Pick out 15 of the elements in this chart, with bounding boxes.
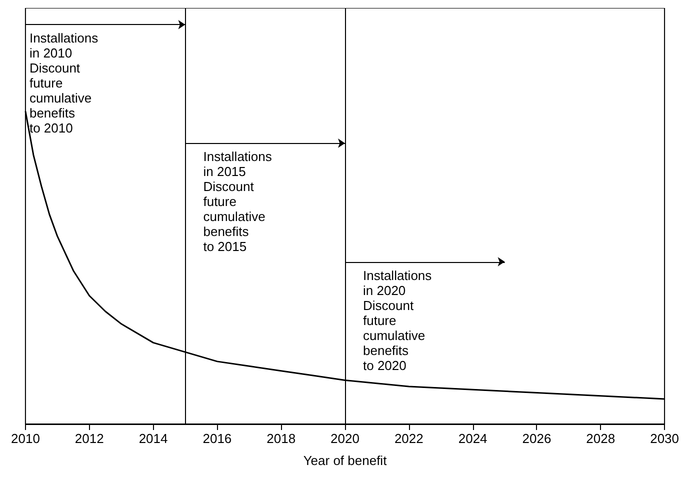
- annotation: Installations in 2020 Discount future cumulative benefits to 2020: [363, 268, 432, 373]
- x-tick-label: 2024: [458, 431, 488, 446]
- x-tick-label: 2014: [138, 431, 168, 446]
- annotation: Installations in 2015 Discount future cumulative benefits to 2015: [203, 149, 272, 254]
- x-tick-label: 2022: [394, 431, 424, 446]
- x-axis-title: Year of benefit: [303, 453, 388, 468]
- x-tick-label: 2010: [11, 431, 40, 446]
- x-tick-label: 2028: [586, 431, 616, 446]
- x-tick-label: 2020: [330, 431, 360, 446]
- x-tick-label: 2016: [202, 431, 232, 446]
- annotation: Installations in 2010 Discount future cumulative benefits to 2010: [29, 30, 99, 136]
- x-tick-label: 2012: [74, 431, 104, 446]
- x-tick-label: 2030: [650, 431, 679, 446]
- x-tick-label: 2018: [266, 431, 296, 446]
- x-tick-label: 2026: [522, 431, 552, 446]
